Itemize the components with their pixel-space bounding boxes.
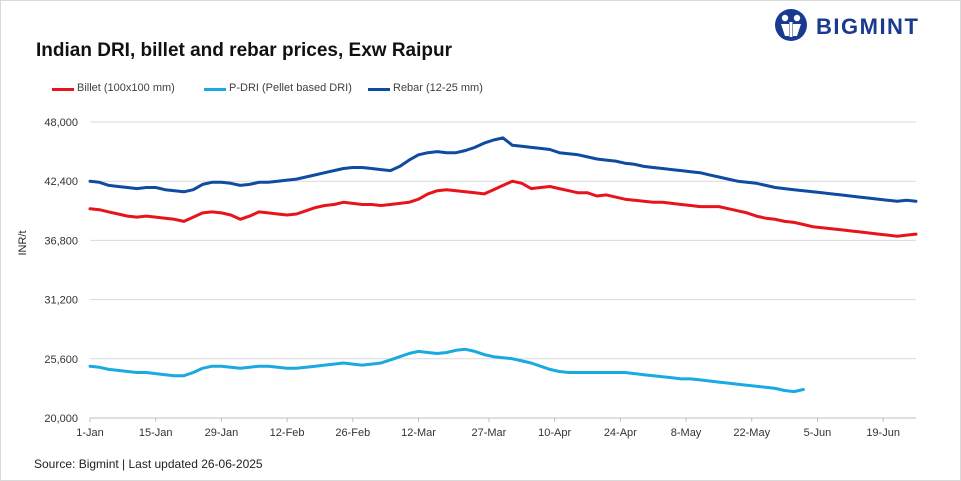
gridlines bbox=[90, 121, 916, 419]
source-note: Source: Bigmint | Last updated 26-06-202… bbox=[34, 457, 263, 471]
bigmint-logo-icon bbox=[775, 9, 807, 41]
x-tick-label: 24-Apr bbox=[604, 427, 637, 439]
y-axis-ticks: 20,000 25,600 31,200 36,800 42,400 48,000 bbox=[44, 117, 78, 425]
billet-series-line bbox=[88, 179, 918, 238]
pdri-series-line bbox=[88, 347, 805, 394]
x-tick-label: 19-Jun bbox=[866, 427, 900, 439]
legend-swatch-rebar bbox=[368, 88, 390, 91]
x-tick-label: 1-Jan bbox=[76, 427, 104, 439]
legend-swatch-billet bbox=[52, 88, 74, 91]
bigmint-logo: BIGMINT bbox=[774, 8, 946, 44]
x-tick-label: 15-Jan bbox=[139, 427, 173, 439]
legend-swatch-pdri bbox=[204, 88, 226, 91]
y-tick-label: 36,800 bbox=[44, 235, 78, 247]
legend-label-billet: Billet (100x100 mm) bbox=[77, 82, 175, 94]
y-axis-label: INR/t bbox=[17, 230, 29, 255]
chart-title: Indian DRI, billet and rebar prices, Exw… bbox=[36, 40, 452, 61]
x-tick-label: 8-May bbox=[671, 427, 702, 439]
x-tick-label: 27-Mar bbox=[471, 427, 506, 439]
y-tick-label: 48,000 bbox=[44, 117, 78, 129]
x-tick-label: 26-Feb bbox=[335, 427, 370, 439]
x-tick-label: 10-Apr bbox=[538, 427, 571, 439]
x-tick-label: 22-May bbox=[733, 427, 770, 439]
y-tick-label: 31,200 bbox=[44, 295, 78, 307]
y-tick-label: 42,400 bbox=[44, 176, 78, 188]
rebar-series-line bbox=[88, 136, 918, 203]
series-lines bbox=[88, 136, 918, 394]
x-tick-label: 29-Jan bbox=[205, 427, 239, 439]
x-tick-label: 5-Jun bbox=[804, 427, 832, 439]
y-tick-label: 25,600 bbox=[44, 354, 78, 366]
x-axis-ticks: 1-Jan 15-Jan 29-Jan 12-Feb 26-Feb 12-Mar 27-Ma… bbox=[76, 418, 900, 439]
legend-label-pdri: P-DRI (Pellet based DRI) bbox=[229, 82, 352, 94]
y-tick-label: 20,000 bbox=[44, 413, 78, 425]
brand-name: BIGMINT bbox=[816, 14, 920, 39]
x-tick-label: 12-Mar bbox=[401, 427, 436, 439]
legend-label-rebar: Rebar (12-25 mm) bbox=[393, 82, 483, 94]
x-tick-label: 12-Feb bbox=[270, 427, 305, 439]
